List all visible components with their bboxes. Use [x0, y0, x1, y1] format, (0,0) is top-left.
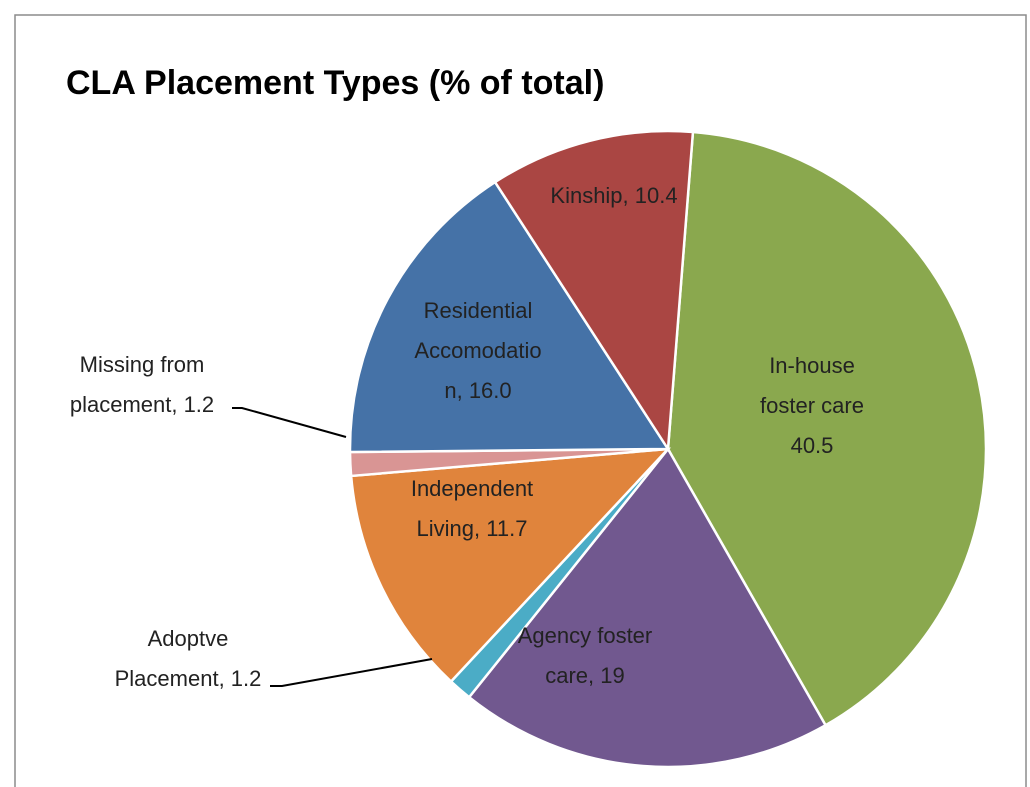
chart-title: CLA Placement Types (% of total) — [66, 64, 604, 102]
leader-line — [232, 407, 347, 438]
data-label: Kinship, 10.4 — [550, 183, 677, 208]
pie-slice — [467, 446, 828, 769]
data-label: Residential — [424, 298, 533, 323]
data-label: In-house — [769, 353, 855, 378]
data-labels: In-house foster care 40.5 Agency foster care… — [70, 183, 864, 691]
data-label: Accomodatio — [414, 338, 541, 363]
data-label: Independent — [411, 476, 533, 501]
data-label: Placement, 1.2 — [115, 666, 262, 691]
data-label: Missing from — [80, 352, 205, 377]
data-label: placement, 1.2 — [70, 392, 214, 417]
pie-slice — [666, 130, 988, 727]
data-label: n, 16.0 — [444, 378, 511, 403]
data-label: Adoptve — [148, 626, 229, 651]
leader-line — [270, 658, 433, 687]
pie — [348, 129, 988, 769]
pie-slice — [348, 180, 671, 454]
pie-slice — [493, 129, 695, 453]
data-label: Agency foster — [518, 623, 653, 648]
data-label: Living, 11.7 — [417, 516, 528, 541]
pie-slice — [349, 447, 672, 684]
data-label: foster care — [760, 393, 864, 418]
data-label: care, 19 — [545, 663, 625, 688]
data-label: 40.5 — [791, 433, 834, 458]
